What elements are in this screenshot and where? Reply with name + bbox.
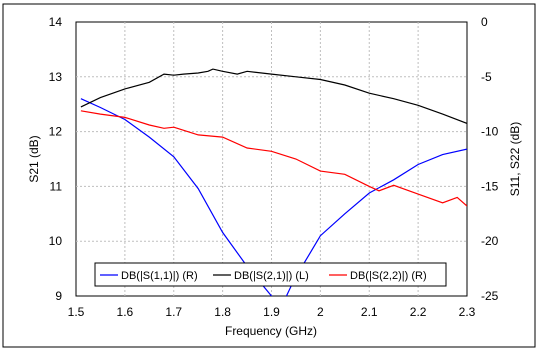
x-tick-label: 1.5	[68, 305, 85, 319]
legend-entry-s21: DB(|S(2,1)|) (L)	[213, 270, 309, 282]
legend-label: DB(|S(2,1)|) (L)	[234, 270, 309, 282]
y-right-tick-label: -15	[481, 179, 499, 193]
y-right-tick-label: -25	[481, 289, 499, 303]
gridlines	[76, 22, 467, 296]
legend-label: DB(|S(2,2)|) (R)	[350, 270, 427, 282]
chart-outer-border	[2, 3, 536, 348]
legend-entry-s22: DB(|S(2,2)|) (R)	[329, 270, 427, 282]
y-axis-right-label: S11, S22 (dB)	[508, 122, 522, 196]
s11-line	[80, 98, 467, 296]
tick-labels: 1.5 1.6 1.7 1.8 1.9 2 2.1 2.2 2.3 9 10 11 12 13 14 -25 -…	[49, 15, 499, 319]
x-tick-label: 2.2	[410, 305, 427, 319]
x-tick-label: 2	[317, 305, 324, 319]
y-left-tick-label: 12	[49, 125, 63, 139]
y-right-tick-label: -10	[481, 125, 499, 139]
x-tick-label: 1.6	[117, 305, 134, 319]
y-left-tick-label: 14	[49, 15, 63, 29]
legend-entry-s11: DB(|S(1,1)|) (R)	[100, 270, 198, 282]
x-tick-label: 2.1	[361, 305, 378, 319]
y-axis-left-label: S21 (dB)	[27, 135, 41, 182]
y-right-tick-label: -5	[481, 70, 492, 84]
y-left-tick-label: 11	[50, 179, 63, 193]
legend-box	[94, 262, 447, 287]
legend: DB(|S(1,1)|) (R) DB(|S(2,1)|) (L) DB(|S(2,…	[94, 262, 447, 287]
s21-line	[80, 68, 467, 124]
y-left-tick-label: 13	[49, 70, 63, 84]
series-lines	[80, 68, 467, 296]
x-axis-label: Frequency (GHz)	[225, 324, 317, 338]
s22-line	[80, 110, 467, 207]
legend-label: DB(|S(1,1)|) (R)	[121, 270, 198, 282]
y-right-tick-label: 0	[481, 15, 488, 29]
x-tick-label: 2.3	[459, 305, 476, 319]
x-tick-label: 1.8	[214, 305, 231, 319]
y-left-tick-label: 10	[49, 234, 63, 248]
y-left-tick-label: 9	[55, 289, 62, 303]
x-tick-label: 1.9	[263, 305, 280, 319]
y-right-tick-label: -20	[481, 234, 499, 248]
x-tick-label: 1.7	[165, 305, 182, 319]
